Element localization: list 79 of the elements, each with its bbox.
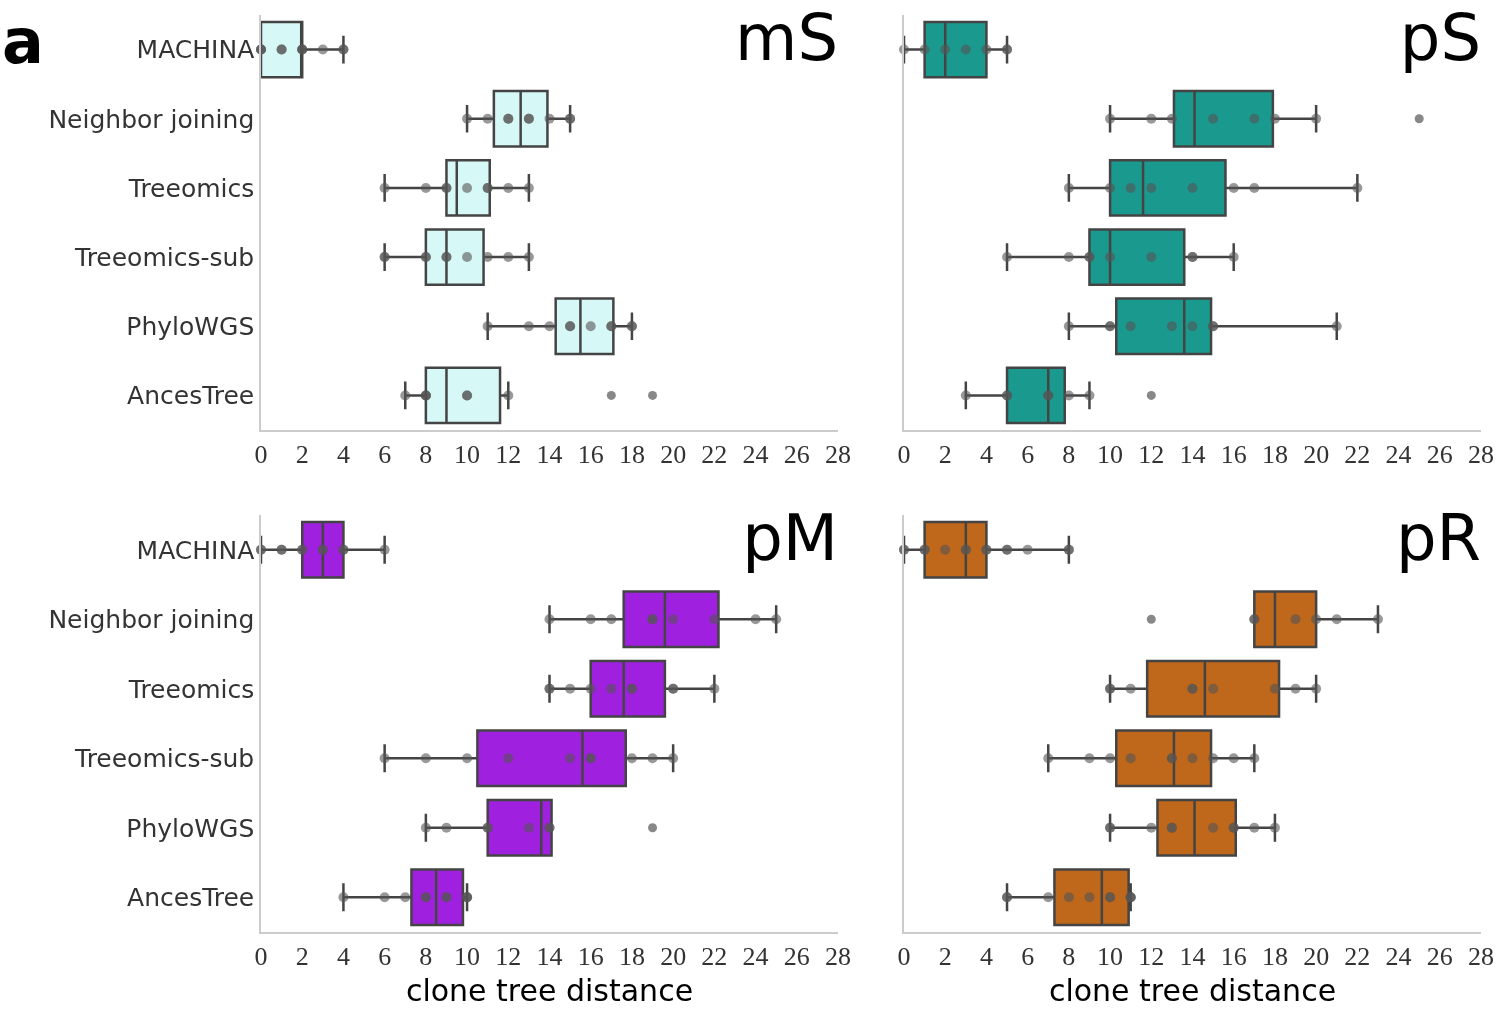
x-tick-label: 22	[701, 941, 728, 971]
x-tick-label: 14	[536, 941, 563, 971]
x-tick-label: 22	[1344, 439, 1371, 469]
x-tick-label: 12	[495, 439, 522, 469]
y-tick-label: Neighbor joining	[48, 104, 255, 134]
y-tick-label: Treeomics-sub	[74, 242, 255, 272]
x-tick-label: 10	[454, 941, 481, 971]
x-tick-label: 20	[1303, 941, 1330, 971]
y-tick-label: PhyloWGS	[126, 312, 255, 341]
x-tick-label: 16	[1220, 439, 1247, 469]
x-tick-label: 6	[1021, 941, 1035, 971]
x-tick-label: 20	[1303, 439, 1330, 469]
y-tick-label: Treeomics-sub	[74, 744, 255, 773]
x-tick-label: 4	[979, 941, 993, 971]
y-tick-label: AncesTree	[127, 381, 255, 411]
y-tick-label: PhyloWGS	[126, 813, 255, 843]
x-tick-label: 14	[1179, 941, 1206, 971]
x-tick-label: 4	[336, 439, 350, 469]
x-tick-label: 12	[1138, 439, 1165, 469]
x-tick-label: 8	[419, 439, 433, 469]
chart-title: pS	[1399, 0, 1481, 75]
x-tick-label: 18	[618, 941, 645, 971]
x-tick-label: 4	[336, 941, 350, 971]
x-tick-label: 6	[378, 941, 392, 971]
x-tick-label: 10	[1097, 941, 1124, 971]
x-tick-label: 2	[938, 941, 952, 971]
x-tick-label: 6	[1021, 439, 1035, 469]
x-axis-title: clone tree distance	[405, 972, 694, 1008]
x-tick-label: 0	[254, 439, 268, 469]
y-tick-label: Treeomics	[127, 674, 255, 704]
x-tick-label: 24	[1385, 941, 1412, 971]
x-tick-label: 10	[1097, 439, 1124, 469]
x-axis-title: clone tree distance	[1048, 972, 1337, 1008]
x-tick-label: 28	[1468, 439, 1494, 469]
x-tick-label: 24	[742, 941, 769, 971]
x-tick-label: 8	[1062, 941, 1076, 971]
text: a	[2, 5, 44, 78]
x-tick-label: 2	[938, 439, 952, 469]
x-tick-label: 12	[1138, 941, 1165, 971]
x-tick-label: 14	[536, 439, 563, 469]
x-tick-label: 24	[742, 439, 769, 469]
x-tick-label: 14	[1179, 439, 1206, 469]
x-tick-label: 20	[660, 941, 687, 971]
x-tick-label: 26	[783, 439, 810, 469]
x-tick-label: 0	[897, 439, 911, 469]
x-tick-label: 10	[454, 439, 481, 469]
chart-title: mS	[735, 0, 838, 75]
x-tick-label: 6	[378, 439, 392, 469]
x-tick-label: 28	[825, 941, 851, 971]
x-tick-label: 16	[1220, 941, 1247, 971]
x-tick-label: 28	[825, 439, 851, 469]
x-tick-label: 0	[897, 941, 911, 971]
y-tick-label: AncesTree	[127, 883, 255, 912]
x-tick-label: 16	[577, 941, 604, 971]
x-tick-label: 8	[419, 941, 433, 971]
x-tick-label: 4	[979, 439, 993, 469]
chart-title: pM	[742, 500, 838, 575]
x-tick-label: 28	[1468, 941, 1494, 971]
x-tick-label: 22	[701, 439, 728, 469]
x-tick-label: 2	[295, 941, 309, 971]
x-tick-label: 26	[783, 941, 810, 971]
x-tick-label: 18	[1261, 941, 1288, 971]
y-tick-label: MACHINA	[136, 535, 255, 565]
x-tick-label: 12	[495, 941, 522, 971]
x-tick-label: 2	[295, 439, 309, 469]
x-tick-label: 8	[1062, 439, 1076, 469]
y-tick-label: MACHINA	[136, 35, 255, 65]
y-tick-label: Neighbor joining	[48, 605, 255, 634]
x-tick-label: 26	[1426, 941, 1453, 971]
x-tick-label: 18	[1261, 439, 1288, 469]
x-tick-label: 18	[618, 439, 645, 469]
x-tick-label: 22	[1344, 941, 1371, 971]
y-tick-label: Treeomics	[127, 173, 255, 203]
x-tick-label: 26	[1426, 439, 1453, 469]
x-tick-label: 24	[1385, 439, 1412, 469]
x-tick-label: 16	[577, 439, 604, 469]
chart-title: pR	[1395, 500, 1481, 575]
x-tick-label: 20	[660, 439, 687, 469]
x-tick-label: 0	[254, 941, 268, 971]
